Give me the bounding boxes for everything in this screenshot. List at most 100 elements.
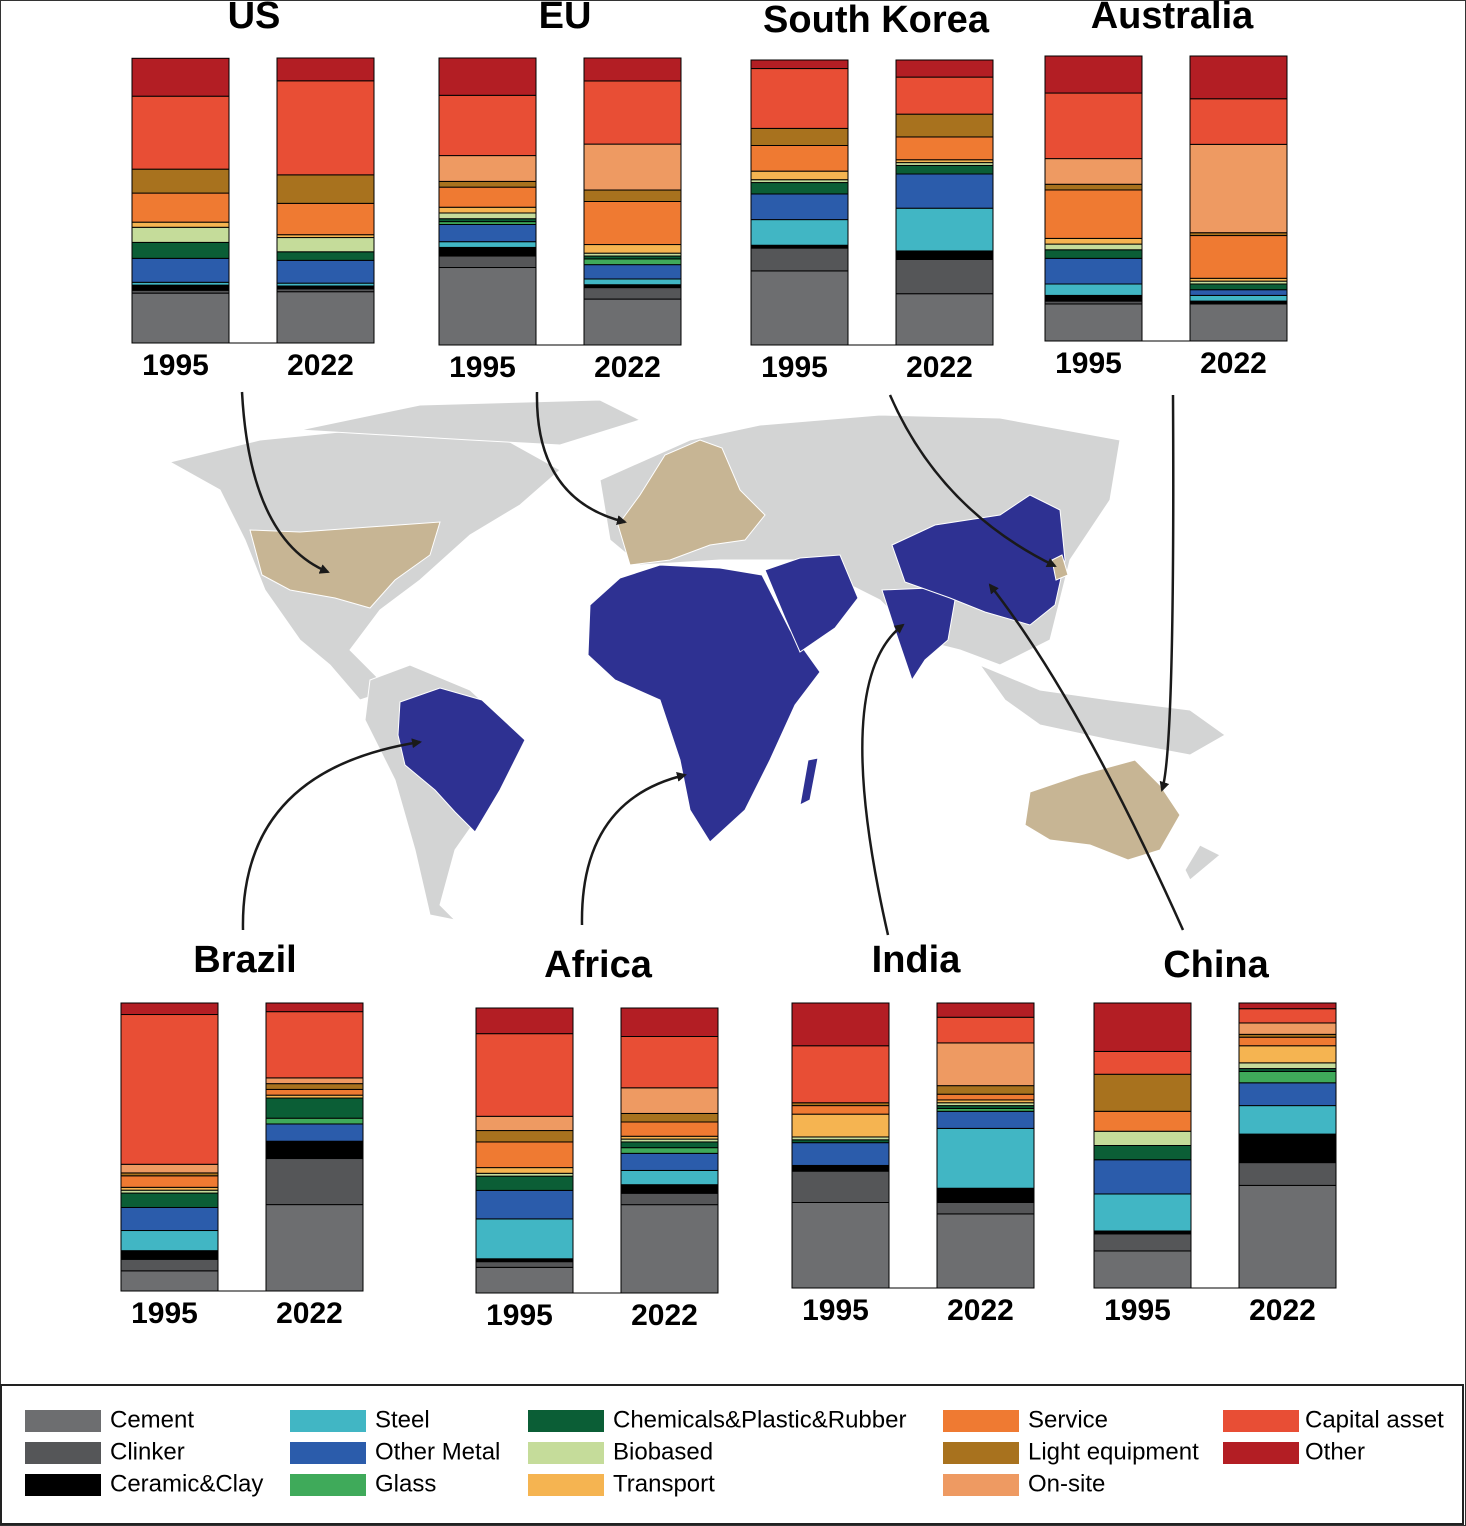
bar-segment — [1044, 243, 1143, 251]
legend-label: Transport — [613, 1470, 715, 1497]
bar-segment — [1044, 92, 1143, 160]
bar-segment — [895, 136, 994, 161]
bar-segment — [1093, 1145, 1192, 1161]
bar-segment — [620, 1169, 719, 1186]
bar-segment — [620, 1087, 719, 1114]
bar-segment — [583, 143, 682, 191]
legend-label: Biobased — [613, 1438, 713, 1465]
bar-segment — [620, 1204, 719, 1294]
legend-label: Steel — [375, 1406, 430, 1433]
bar-segment — [620, 1141, 719, 1149]
bar-segment — [620, 1192, 719, 1206]
bar-segment — [438, 180, 537, 188]
bar-segment — [438, 57, 537, 96]
legend-label: Other — [1305, 1438, 1365, 1465]
bar-segment — [131, 192, 230, 223]
bar-segment — [1238, 1105, 1337, 1135]
bar-segment — [750, 145, 849, 172]
x-tick-label: 1995 — [802, 1294, 869, 1327]
bar-segment — [438, 267, 537, 346]
bar-segment — [1238, 1184, 1337, 1289]
bar-segment — [120, 1002, 219, 1016]
legend-swatch — [1223, 1410, 1299, 1432]
usa — [249, 521, 441, 609]
legend-swatch — [943, 1410, 1019, 1432]
legend-swatch — [25, 1442, 101, 1464]
x-tick-label: 2022 — [287, 349, 354, 382]
x-tick-label: 2022 — [631, 1299, 698, 1332]
bar-segment — [438, 94, 537, 157]
bar-segment — [475, 1007, 574, 1035]
bar-segment — [265, 1002, 364, 1013]
x-tick-label: 1995 — [131, 1297, 198, 1330]
bar-segment — [120, 1206, 219, 1232]
brazil — [397, 687, 526, 833]
bar-segment — [276, 202, 375, 236]
bar-segment — [120, 1192, 219, 1208]
bar-segment — [1093, 1233, 1192, 1252]
bar-segment — [1093, 1159, 1192, 1195]
bar-segment — [1238, 1133, 1337, 1164]
bar-segment — [750, 68, 849, 129]
legend-swatch — [290, 1442, 366, 1464]
bar-segment — [1044, 303, 1143, 342]
bar-segment — [620, 1152, 719, 1171]
bar-segment — [131, 226, 230, 243]
legend-swatch — [1223, 1442, 1299, 1464]
bar-segment — [750, 59, 849, 70]
bar-segment — [791, 1170, 890, 1204]
bar-segment — [791, 1002, 890, 1047]
bar-segment — [936, 1085, 1035, 1095]
bar-segment — [475, 1141, 574, 1169]
bar-segment — [1093, 1050, 1192, 1075]
bar-segment — [1238, 1045, 1337, 1064]
legend-box — [0, 1384, 1464, 1525]
bar-segment — [131, 221, 230, 228]
bar-segment — [131, 257, 230, 283]
bar-segment — [791, 1164, 890, 1172]
bar-segment — [620, 1036, 719, 1089]
arrow — [988, 583, 1185, 931]
arrow — [240, 391, 330, 574]
bar-segment — [131, 292, 230, 344]
bar-segment — [583, 57, 682, 82]
bar-segment — [265, 1117, 364, 1125]
bar-segment — [750, 247, 849, 272]
bar-segment — [438, 223, 537, 243]
x-tick-label: 1995 — [486, 1299, 553, 1332]
southeast-asia — [978, 663, 1226, 756]
bar-segment — [1044, 294, 1143, 302]
legend-swatch — [528, 1474, 604, 1496]
x-tick-label: 1995 — [449, 351, 516, 384]
bar-segment — [1093, 1002, 1192, 1052]
bar-segment — [1044, 158, 1143, 185]
bar-segment — [1189, 235, 1288, 279]
bar-segment — [583, 258, 682, 266]
bar-segment — [1189, 143, 1288, 234]
bar-segment — [265, 1123, 364, 1142]
bar-segment — [265, 1140, 364, 1160]
bar-segment — [791, 1202, 890, 1289]
bar-segment — [895, 250, 994, 260]
bar-segment — [438, 206, 537, 214]
legend-swatch — [25, 1474, 101, 1496]
bar-segment — [1044, 257, 1143, 285]
madagascar — [799, 757, 819, 806]
bar-segment — [120, 1258, 219, 1272]
bar-segment — [1093, 1250, 1192, 1289]
x-tick-label: 2022 — [1200, 347, 1267, 380]
arrows — [240, 391, 1185, 936]
bar-segment — [131, 95, 230, 170]
bar-segment — [620, 1112, 719, 1123]
bar-segment — [750, 270, 849, 346]
bar-segment — [475, 1167, 574, 1174]
bar-segment — [1044, 183, 1143, 191]
bar-segment — [583, 80, 682, 145]
bar-segment — [583, 278, 682, 286]
bar-segment — [1189, 294, 1288, 302]
bar-segment — [276, 174, 375, 204]
bar-segment — [583, 201, 682, 246]
bar-segment — [895, 207, 994, 252]
china — [891, 494, 1066, 626]
bar-segment — [1093, 1110, 1192, 1132]
